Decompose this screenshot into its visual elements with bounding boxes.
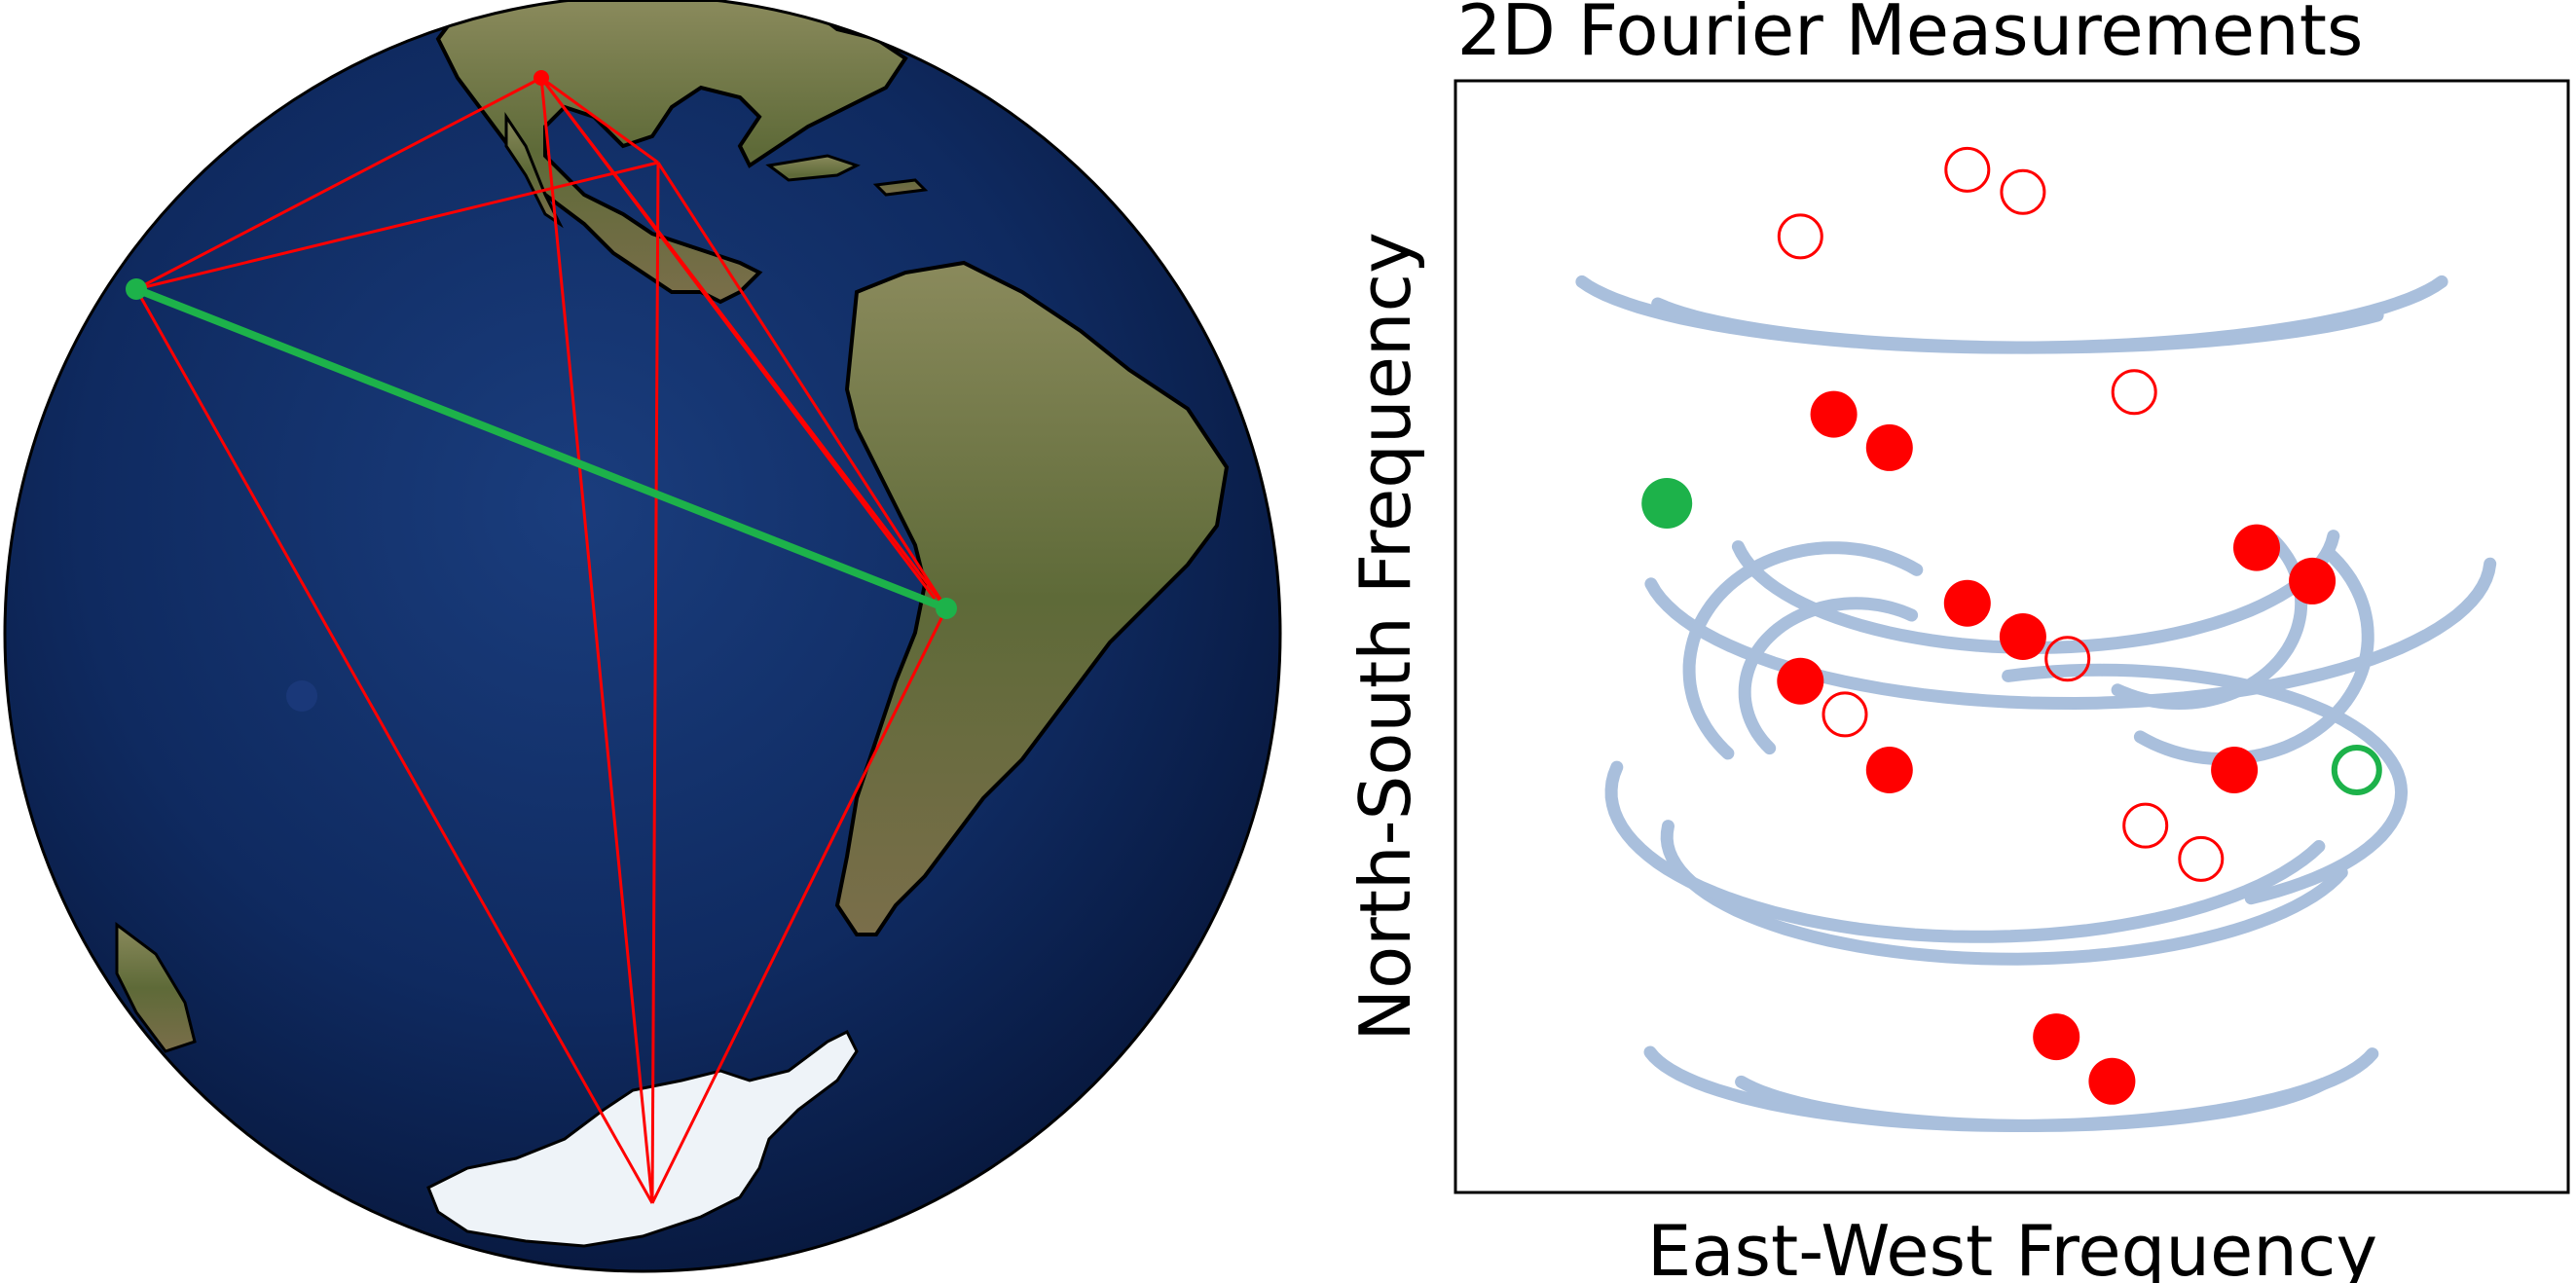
link-mexico-pole: [539, 77, 654, 1204]
measurement-filled: [2289, 557, 2337, 605]
link-hawaii-central: [135, 161, 659, 291]
measurement-open: [1822, 691, 1868, 738]
measurement-filled: [1777, 657, 1824, 705]
chart-title: 2D Fourier Measurements: [1457, 0, 2364, 71]
uv-track: [1682, 541, 1924, 760]
measurement-filled: [1810, 390, 1858, 438]
uv-track: [1644, 557, 2497, 711]
measurement-filled: [2033, 1013, 2080, 1061]
uv-tracks: [1575, 275, 2497, 1133]
baja-california: [504, 112, 564, 229]
antarctica: [426, 1029, 859, 1248]
measurement-open: [1944, 146, 1991, 193]
measurement-open: [2122, 802, 2169, 849]
measurement-filled: [2211, 747, 2259, 793]
uv-track: [1738, 597, 1919, 755]
measurement-filled: [2088, 1057, 2136, 1105]
uv-track: [1651, 297, 2384, 354]
measurement-open: [2000, 168, 2046, 215]
link-hawaii-mexico: [135, 76, 542, 291]
highlight-measurement-open: [2331, 745, 2382, 795]
measurement-filled: [1943, 579, 1991, 627]
measurement-open: [2044, 636, 2091, 682]
globe-landmasses: [115, 0, 1230, 1248]
link-chile-pole: [650, 607, 948, 1204]
measurement-filled: [1865, 747, 1913, 793]
australia-edge: [115, 922, 197, 1053]
stations: [126, 70, 957, 619]
highlight-link: [132, 285, 950, 612]
globe-panel: [3, 0, 1282, 1273]
station-chile: [936, 598, 957, 619]
highlight-measurement-filled: [1641, 478, 1693, 529]
link-mexico-chile-b: [539, 77, 937, 600]
link-central-chile: [656, 162, 948, 609]
measurement-filled: [1999, 613, 2046, 660]
fourier-panel: 2D Fourier Measurements East-West Freque…: [1344, 0, 2570, 1283]
station-hawaii: [126, 278, 147, 300]
link-central-pole: [650, 162, 660, 1204]
measurements: [1641, 146, 2382, 1105]
station-links: [134, 76, 948, 1204]
x-axis-label: East-West Frequency: [1647, 1210, 2377, 1283]
caribbean-islands: [765, 154, 929, 197]
uv-track: [1731, 530, 2340, 654]
measurement-open: [2178, 835, 2225, 882]
y-axis-label: North-South Frequency: [1344, 232, 1426, 1041]
uv-track: [1735, 1075, 2330, 1133]
measurement-filled: [1865, 423, 1913, 471]
link-hawaii-pole: [134, 288, 654, 1204]
measurement-open: [2111, 369, 2157, 416]
globe-rim: [3, 0, 1282, 1273]
south-america: [834, 260, 1230, 936]
north-america: [435, 0, 908, 305]
uv-track: [2002, 663, 2409, 905]
link-mexico-central: [540, 76, 659, 165]
station-mexico: [534, 70, 549, 86]
measurement-filled: [2233, 524, 2280, 571]
ocean-feature: [286, 680, 317, 712]
uv-track: [1604, 760, 2326, 943]
measurement-open: [1777, 213, 1823, 260]
